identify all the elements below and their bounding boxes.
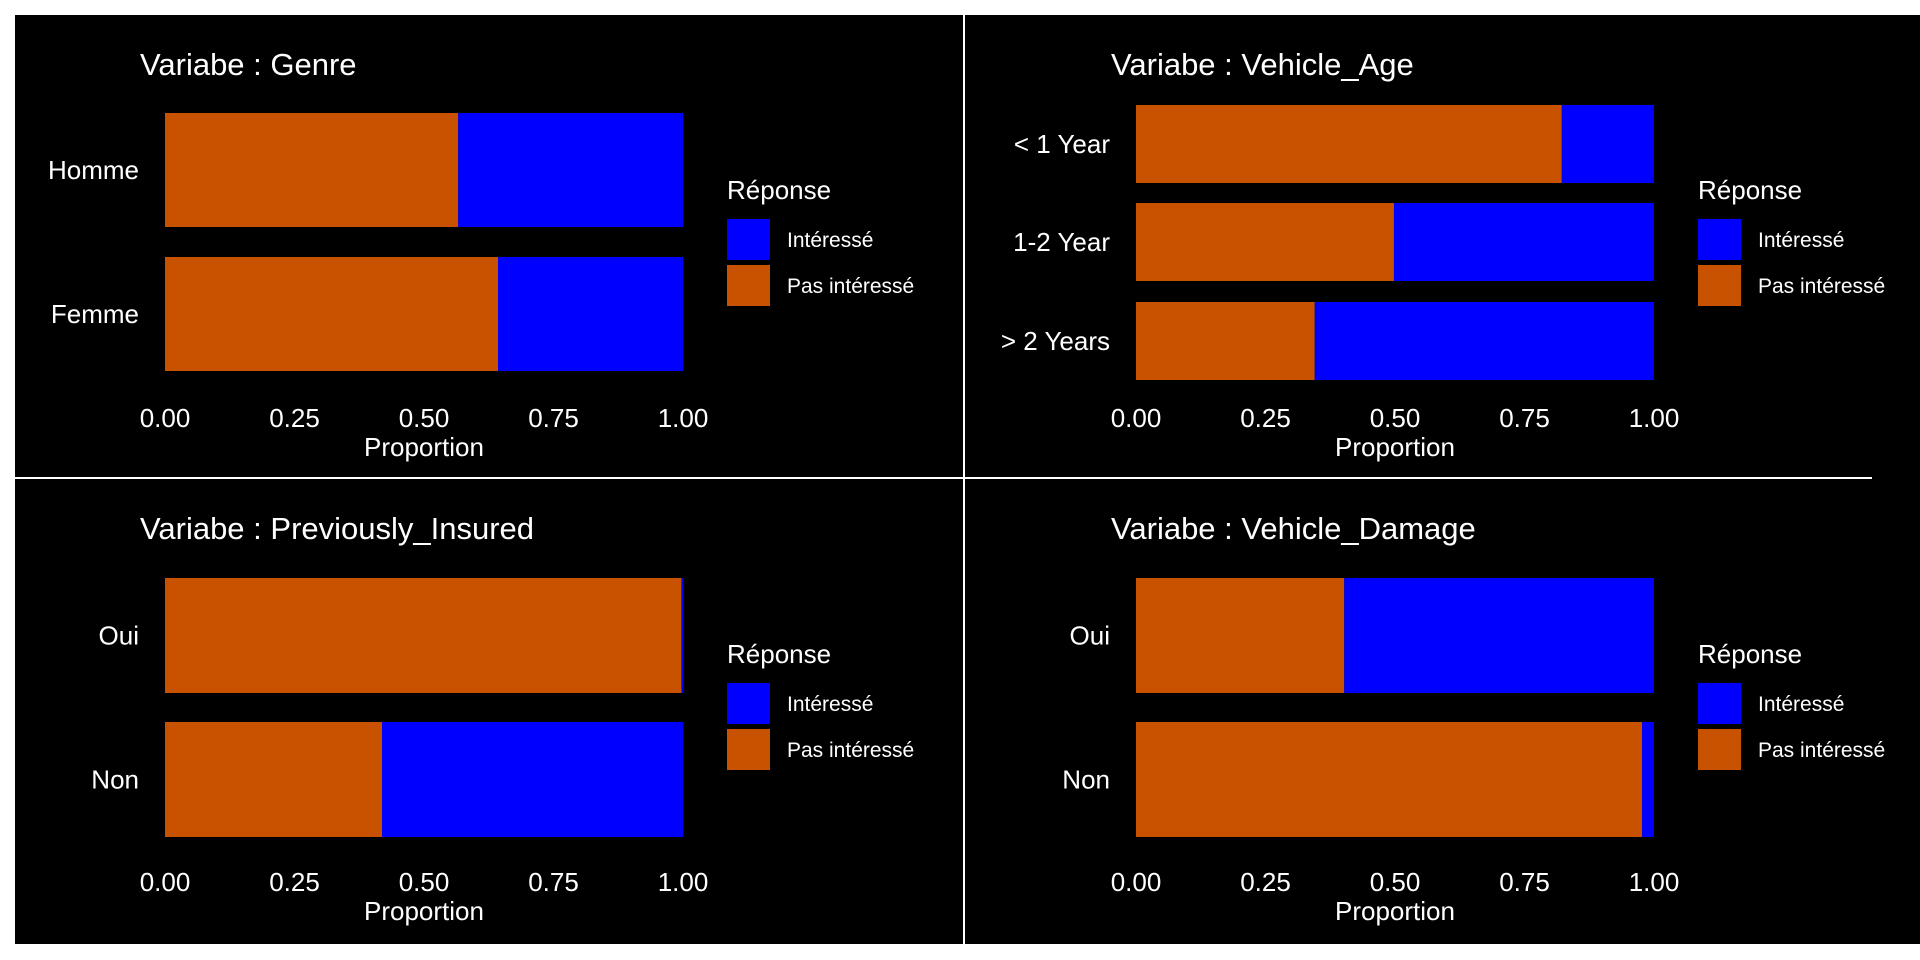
category-label: 1-2 Year: [1013, 227, 1110, 257]
x-tick-label: 1.00: [1629, 867, 1680, 897]
x-axis-label: Proportion: [1335, 432, 1455, 462]
bar-pas-interesse-1: [1136, 722, 1643, 837]
x-tick-label: 0.75: [1499, 867, 1550, 897]
x-axis-label: Proportion: [364, 432, 484, 462]
category-label: Homme: [48, 155, 139, 185]
x-tick-label: 0.75: [528, 867, 579, 897]
category-label: > 2 Years: [1001, 326, 1110, 356]
bar-interesse-2: [1314, 302, 1654, 380]
legend-swatch-interesse: [1698, 683, 1741, 724]
legend-entry: Pas intéressé: [787, 275, 914, 298]
bar-pas-interesse-0: [1136, 578, 1345, 693]
bar-interesse-1: [1642, 722, 1654, 837]
bar-pas-interesse-1: [165, 722, 383, 837]
x-tick-label: 0.25: [1240, 867, 1291, 897]
category-label: Femme: [51, 299, 139, 329]
chart-svg: Variabe : Vehicle_Damage Oui Non 0.00 0.25 0.…: [1062, 511, 1885, 926]
x-tick-label: 1.00: [658, 403, 709, 433]
bar-interesse-0: [1561, 105, 1654, 183]
bar-pas-interesse-0: [165, 578, 682, 693]
legend-entry: Pas intéressé: [1758, 739, 1885, 762]
legend-entry: Intéressé: [1758, 693, 1844, 716]
legend-swatch-interesse: [727, 219, 770, 260]
chart-svg: Variabe : Previously_Insured Oui Non 0.00 0.…: [91, 511, 914, 926]
x-tick-label: 0.50: [1370, 403, 1421, 433]
x-tick-label: 0.00: [140, 867, 191, 897]
category-label: Oui: [99, 621, 139, 651]
bar-interesse-0: [1344, 578, 1654, 693]
legend-swatch-interesse: [727, 683, 770, 724]
chart-title: Variabe : Previously_Insured: [140, 511, 534, 546]
x-tick-label: 1.00: [1629, 403, 1680, 433]
panel-genre: Variabe : Genre Homme Femme 0.00 0.25 0.50 0.7…: [15, 15, 970, 480]
category-label: Non: [91, 765, 139, 795]
panel-vehicle-damage: Variabe : Vehicle_Damage Oui Non 0.00 0.25 0.…: [965, 479, 1920, 944]
category-label: Oui: [1070, 621, 1110, 651]
chart-title: Variabe : Genre: [140, 47, 357, 82]
chart-figure: Variabe : Genre Homme Femme 0.00 0.25 0.50 0.7…: [15, 15, 1920, 944]
bar-pas-interesse-2: [1136, 302, 1315, 380]
legend-entry: Pas intéressé: [1758, 275, 1885, 298]
legend-swatch-pas-interesse: [727, 729, 770, 770]
bar-interesse-1: [1393, 203, 1654, 281]
chart-title: Variabe : Vehicle_Age: [1111, 47, 1414, 82]
category-label: < 1 Year: [1014, 129, 1110, 159]
bar-pas-interesse-1: [1136, 203, 1394, 281]
legend-title: Réponse: [727, 175, 831, 205]
x-tick-label: 0.50: [399, 867, 450, 897]
x-tick-label: 1.00: [658, 867, 709, 897]
x-tick-label: 0.75: [528, 403, 579, 433]
chart-svg: Variabe : Genre Homme Femme 0.00 0.25 0.50 0.7…: [48, 47, 914, 462]
x-tick-label: 0.25: [269, 867, 320, 897]
panel-divider-horizontal: [15, 477, 1872, 479]
x-tick-label: 0.00: [140, 403, 191, 433]
x-axis-label: Proportion: [364, 896, 484, 926]
legend-swatch-pas-interesse: [1698, 265, 1741, 306]
x-axis-label: Proportion: [1335, 896, 1455, 926]
panel-previously-insured: Variabe : Previously_Insured Oui Non 0.00 0.…: [15, 479, 970, 944]
panel-vehicle-age: Variabe : Vehicle_Age < 1 Year 1-2 Year > 2…: [965, 15, 1920, 480]
x-tick-label: 0.75: [1499, 403, 1550, 433]
legend-entry: Pas intéressé: [787, 739, 914, 762]
legend-swatch-pas-interesse: [1698, 729, 1741, 770]
chart-title: Variabe : Vehicle_Damage: [1111, 511, 1476, 546]
bar-pas-interesse-0: [165, 113, 459, 227]
bar-interesse-1: [498, 257, 683, 371]
panel-divider-vertical: [963, 15, 965, 944]
bar-pas-interesse-1: [165, 257, 499, 371]
x-tick-label: 0.50: [1370, 867, 1421, 897]
x-tick-label: 0.50: [399, 403, 450, 433]
legend-title: Réponse: [1698, 175, 1802, 205]
legend-entry: Intéressé: [1758, 229, 1844, 252]
x-tick-label: 0.00: [1111, 867, 1162, 897]
x-tick-label: 0.00: [1111, 403, 1162, 433]
legend-title: Réponse: [1698, 639, 1802, 669]
x-tick-label: 0.25: [269, 403, 320, 433]
bar-interesse-1: [382, 722, 683, 837]
legend-entry: Intéressé: [787, 229, 873, 252]
legend-title: Réponse: [727, 639, 831, 669]
bar-pas-interesse-0: [1136, 105, 1562, 183]
legend-swatch-pas-interesse: [727, 265, 770, 306]
x-tick-label: 0.25: [1240, 403, 1291, 433]
chart-svg: Variabe : Vehicle_Age < 1 Year 1-2 Year > 2…: [1001, 47, 1885, 462]
legend-swatch-interesse: [1698, 219, 1741, 260]
bar-interesse-0: [681, 578, 683, 693]
bar-interesse-0: [458, 113, 683, 227]
category-label: Non: [1062, 765, 1110, 795]
legend-entry: Intéressé: [787, 693, 873, 716]
